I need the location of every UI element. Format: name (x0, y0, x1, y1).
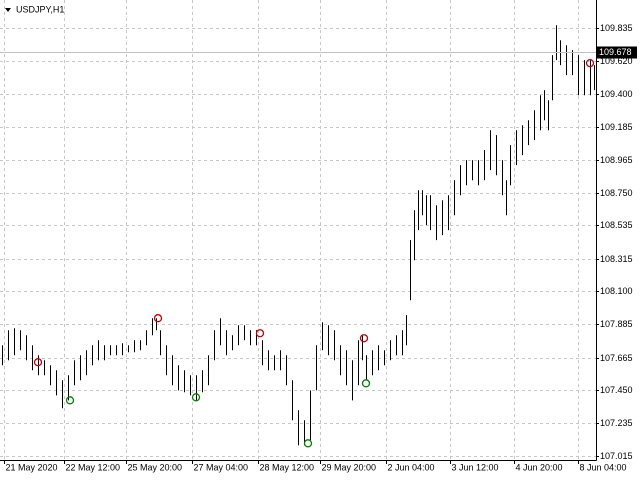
signal-marker (255, 329, 265, 338)
last-price-label: 109.678 (599, 47, 632, 57)
x-tick-label: 3 Jun 12:00 (452, 462, 499, 472)
y-tick-label: 107.665 (600, 353, 633, 363)
y-tick-label: 108.100 (600, 286, 633, 296)
y-tick-label: 108.750 (600, 188, 633, 198)
y-tick-label: 107.235 (600, 418, 633, 428)
signal-marker (585, 59, 595, 68)
signal-marker (361, 379, 371, 388)
y-tick-label: 109.620 (600, 56, 633, 66)
y-tick-label: 108.315 (600, 254, 633, 264)
signal-marker (359, 334, 369, 343)
y-tick-label: 109.185 (600, 122, 633, 132)
y-tick-label: 108.535 (600, 220, 633, 230)
signal-marker (303, 439, 313, 448)
y-tick-label: 109.400 (600, 89, 633, 99)
x-tick-label: 28 May 12:00 (260, 462, 315, 472)
y-tick-label: 107.450 (600, 385, 633, 395)
x-tick-label: 22 May 12:00 (66, 462, 121, 472)
y-tick-label: 108.965 (600, 155, 633, 165)
y-tick-label: 107.015 (600, 451, 633, 461)
y-tick-label: 109.835 (600, 23, 633, 33)
x-tick-label: 21 May 2020 (6, 462, 58, 472)
signal-marker (65, 396, 75, 405)
x-tick-label: 25 May 20:00 (128, 462, 183, 472)
x-tick-label: 29 May 20:00 (322, 462, 377, 472)
x-tick-label: 4 Jun 20:00 (516, 462, 563, 472)
chart-title: USDJPY,H1 (16, 4, 64, 14)
x-tick-label: 2 Jun 04:00 (388, 462, 435, 472)
signal-marker (153, 314, 163, 323)
signal-marker (33, 358, 43, 367)
last-price-box (597, 46, 637, 59)
menu-triangle[interactable] (5, 8, 11, 12)
x-tick-label: 8 Jun 04:00 (580, 462, 627, 472)
signal-marker (191, 393, 201, 402)
x-tick-label: 27 May 04:00 (194, 462, 249, 472)
y-tick-label: 107.885 (600, 319, 633, 329)
